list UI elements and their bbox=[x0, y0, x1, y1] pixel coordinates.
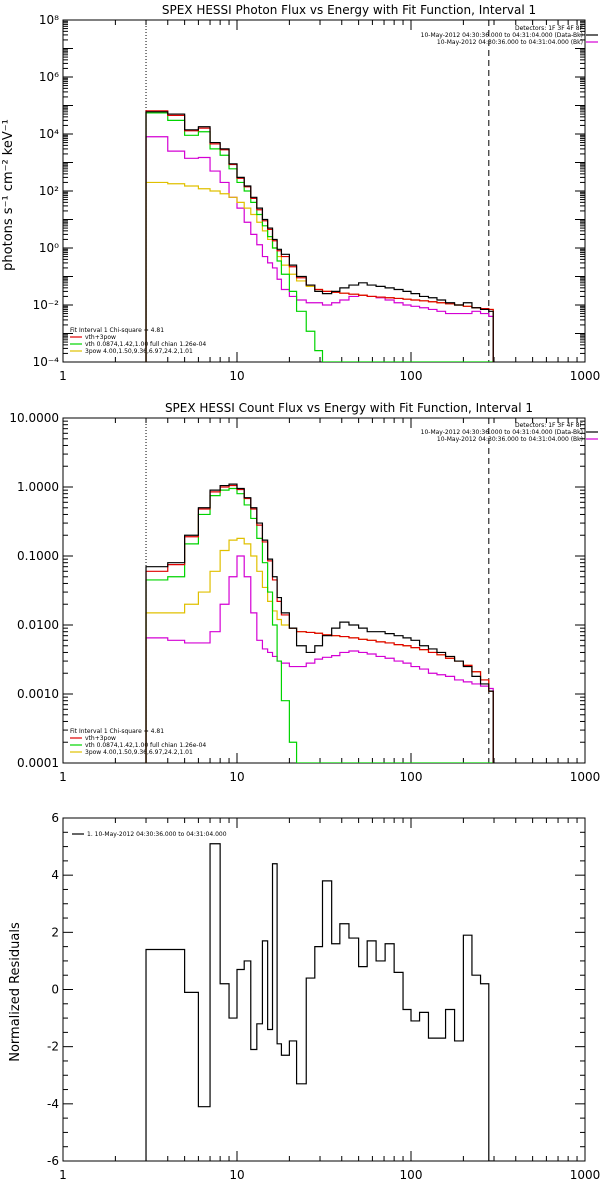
series-group bbox=[145, 483, 494, 763]
series-background bbox=[145, 555, 494, 763]
x-tick-label: 1 bbox=[59, 770, 67, 784]
y-tick-label: -6 bbox=[47, 1154, 59, 1168]
x-tick-label: 100 bbox=[400, 1168, 423, 1182]
y-tick-label: 10⁶ bbox=[39, 70, 59, 84]
y-axis: -6 -4 -2 0 2 4 6 bbox=[47, 811, 585, 1168]
series-data bbox=[145, 843, 494, 1161]
plot-frame bbox=[62, 19, 586, 363]
series-thermal bbox=[145, 112, 494, 362]
y-tick-label: 10⁻² bbox=[33, 298, 60, 312]
series-thermal bbox=[145, 487, 494, 763]
legend-bottom-left: Fit Interval 1 Chi-square = 4.81 vth+3po… bbox=[70, 728, 206, 756]
legend-data-bk: 10-May-2012 04:30:36.000 to 04:31:04.000… bbox=[421, 32, 583, 39]
residuals-panel: Normalized Residuals 1. 10-May-2012 04:3… bbox=[8, 811, 600, 1182]
y-tick-label: 6 bbox=[51, 811, 59, 825]
y-tick-label: 10.0000 bbox=[9, 411, 59, 425]
x-tick-label: 100 bbox=[400, 369, 423, 383]
legend-detectors: Detectors: 1F 3F 4F 8F bbox=[515, 422, 584, 429]
x-tick-label: 100 bbox=[400, 770, 423, 784]
legend-detectors: Detectors: 1F 3F 4F 8F bbox=[515, 25, 584, 32]
y-tick-label: -2 bbox=[47, 1040, 59, 1054]
legend-powerlaw: 3pow 4.00,1.50,9.36,6.97,24.2,1.01 bbox=[85, 348, 193, 355]
legend-total: vth+3pow bbox=[85, 334, 116, 341]
x-axis: 1 10 100 1000 bbox=[59, 20, 600, 383]
series-total bbox=[145, 484, 494, 763]
y-tick-label: 2 bbox=[51, 925, 59, 939]
legend-interval: 1. 10-May-2012 04:30:36.000 to 04:31:04.… bbox=[87, 831, 227, 838]
y-tick-label: 10⁸ bbox=[39, 13, 59, 27]
legend-powerlaw: 3pow 4.00,1.50,9.36,6.97,24.2,1.01 bbox=[85, 749, 193, 756]
series-powerlaw bbox=[145, 181, 494, 362]
y-tick-label: 4 bbox=[51, 868, 59, 882]
y-tick-label: -4 bbox=[47, 1097, 59, 1111]
y-axis: 10⁻⁴ 10⁻² 10⁰ 10² 10⁴ 10⁶ 10⁸ bbox=[33, 13, 585, 369]
x-axis: 1 10 100 1000 bbox=[59, 818, 600, 1182]
count-flux-panel: SPEX HESSI Count Flux vs Energy with Fit… bbox=[9, 401, 600, 784]
y-tick-label: 0.1000 bbox=[17, 549, 59, 563]
x-tick-label: 1000 bbox=[570, 770, 600, 784]
legend-top-right: Detectors: 1F 3F 4F 8F 10-May-2012 04:30… bbox=[421, 422, 584, 443]
x-tick-label: 1 bbox=[59, 369, 67, 383]
y-tick-label: 0.0010 bbox=[17, 687, 59, 701]
series-group bbox=[145, 843, 494, 1161]
plot-frame bbox=[62, 417, 586, 764]
legend-bottom-left: Fit Interval 1 Chi-square = 4.81 vth+3po… bbox=[70, 327, 206, 355]
y-tick-label: 0.0001 bbox=[17, 756, 59, 770]
chart-title: SPEX HESSI Photon Flux vs Energy with Fi… bbox=[162, 3, 536, 17]
series-total bbox=[145, 110, 494, 362]
x-tick-label: 1 bbox=[59, 1168, 67, 1182]
series-powerlaw bbox=[145, 537, 494, 763]
legend-bk: 10-May-2012 04:30:36.000 to 04:31:04.000… bbox=[437, 436, 583, 443]
y-tick-label: 10⁻⁴ bbox=[33, 355, 60, 369]
y-tick-label: 0.0100 bbox=[17, 618, 59, 632]
legend-fit-interval: Fit Interval 1 Chi-square = 4.81 bbox=[70, 728, 164, 735]
legend-bk: 10-May-2012 04:30:36.000 to 04:31:04.000… bbox=[437, 39, 583, 46]
legend-top-left: 1. 10-May-2012 04:30:36.000 to 04:31:04.… bbox=[87, 831, 227, 838]
series-data bbox=[145, 111, 494, 362]
x-tick-label: 1000 bbox=[570, 369, 600, 383]
legend-top-right: Detectors: 1F 3F 4F 8F 10-May-2012 04:30… bbox=[421, 25, 584, 46]
series-group bbox=[145, 110, 494, 362]
chart-title: SPEX HESSI Count Flux vs Energy with Fit… bbox=[165, 401, 533, 415]
series-data bbox=[145, 483, 494, 763]
x-tick-label: 10 bbox=[229, 369, 244, 383]
y-tick-label: 10² bbox=[39, 184, 59, 198]
legend-fit-interval: Fit Interval 1 Chi-square = 4.81 bbox=[70, 327, 164, 334]
x-tick-label: 1000 bbox=[570, 1168, 600, 1182]
legend-total: vth+3pow bbox=[85, 735, 116, 742]
y-axis-label: photons s⁻¹ cm⁻² keV⁻¹ bbox=[1, 119, 16, 271]
x-tick-label: 10 bbox=[229, 770, 244, 784]
y-tick-label: 10⁴ bbox=[39, 127, 59, 141]
y-tick-label: 1.0000 bbox=[17, 480, 59, 494]
plot-frame bbox=[62, 817, 586, 1162]
legend-data-bk: 10-May-2012 04:30:36.000 to 04:31:04.000… bbox=[421, 429, 583, 436]
x-tick-label: 10 bbox=[229, 1168, 244, 1182]
y-axis: 0.0001 0.0010 0.0100 0.1000 1.0000 10.0000 bbox=[9, 411, 585, 770]
series-background bbox=[145, 136, 494, 362]
y-axis-label: Normalized Residuals bbox=[8, 922, 23, 1062]
y-tick-label: 0 bbox=[51, 983, 59, 997]
y-tick-label: 10⁰ bbox=[39, 241, 59, 255]
photon-flux-panel: SPEX HESSI Photon Flux vs Energy with Fi… bbox=[1, 3, 600, 383]
